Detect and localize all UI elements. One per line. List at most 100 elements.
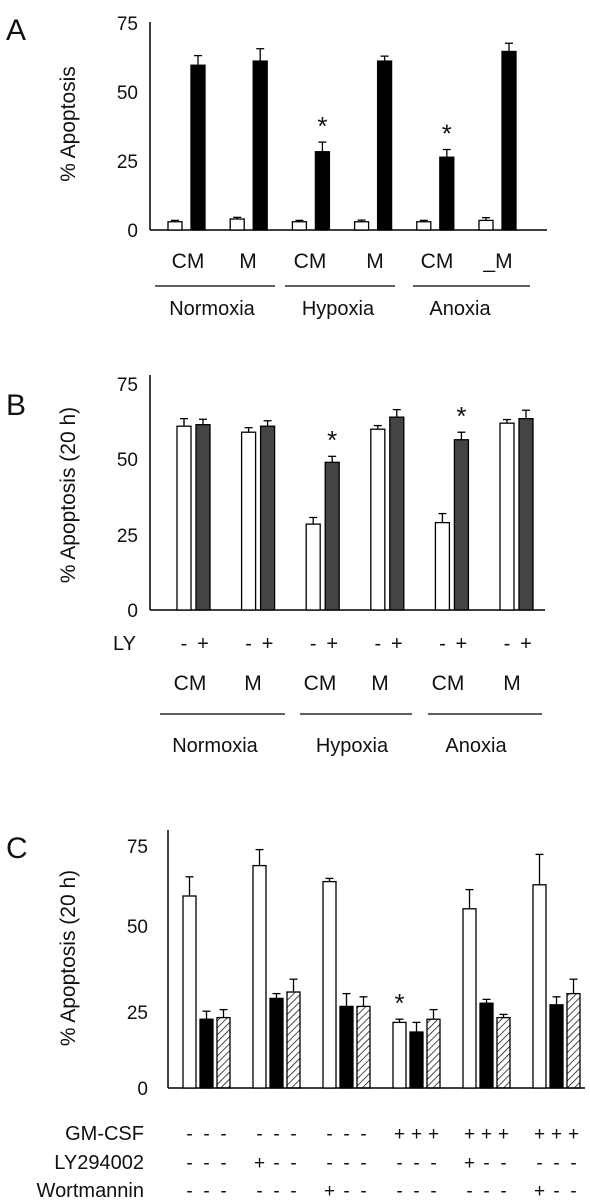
panel-b-group-labels: Normoxia Hypoxia Anoxia: [172, 735, 507, 757]
panel-c-condition-label: LY294002: [54, 1152, 144, 1174]
bar: [324, 461, 340, 611]
panel-b-category-labels: CM M CM M CM M: [174, 672, 521, 695]
condition-sign: -: [343, 1181, 349, 1200]
condition-sign: +: [394, 1124, 405, 1145]
panel-b-treatment-label: LY: [113, 633, 136, 655]
panel-a-ytick-label: 75: [117, 14, 138, 35]
condition-sign: -: [220, 1181, 226, 1200]
condition-sign: -: [396, 1153, 402, 1174]
condition-sign: -: [203, 1181, 209, 1200]
panel-a-ytick-label: 25: [117, 152, 138, 173]
panel-a-ylabel: % Apoptosis: [57, 66, 80, 182]
significance-marker: *: [317, 111, 327, 141]
bar: [392, 1021, 407, 1089]
bar: [240, 431, 257, 611]
bar: [195, 424, 211, 611]
bar: [426, 1018, 441, 1089]
bar: [416, 221, 432, 231]
condition-sign: -: [500, 1181, 506, 1200]
bar: [252, 60, 268, 231]
bar: [389, 416, 405, 611]
panel-a-group-label: Anoxia: [429, 298, 491, 320]
condition-sign: -: [360, 1181, 366, 1200]
bar: [167, 221, 183, 231]
panel-b: 0 25 50 75 ** LY - + - + - + - + - + - + CM M CM M …: [113, 375, 545, 757]
panel-a-bars: * *: [167, 42, 517, 231]
condition-sign: -: [553, 1181, 559, 1200]
condition-sign: -: [483, 1181, 489, 1200]
panel-b-group-label: Hypoxia: [316, 735, 389, 757]
bar: [291, 221, 308, 231]
condition-sign: +: [464, 1124, 475, 1145]
condition-sign: -: [430, 1153, 436, 1174]
treatment-sign: +: [197, 633, 209, 655]
bar: [479, 1002, 494, 1089]
condition-sign: -: [326, 1153, 332, 1174]
panel-a-category-label: CM: [421, 250, 454, 273]
treatment-sign: -: [245, 633, 252, 655]
condition-sign: +: [464, 1153, 475, 1174]
significance-marker: *: [394, 988, 404, 1018]
significance-marker: *: [327, 425, 337, 455]
condition-sign: -: [220, 1124, 226, 1145]
condition-sign: -: [273, 1124, 279, 1145]
condition-sign: -: [343, 1153, 349, 1174]
condition-sign: -: [186, 1153, 192, 1174]
bar: [549, 1004, 564, 1089]
panel-b-letter: B: [6, 389, 26, 422]
bar: [566, 992, 581, 1089]
treatment-sign: -: [439, 633, 446, 655]
panel-a-group-label: Hypoxia: [302, 298, 375, 320]
panel-c: 0 25 50 75 * GM-CSF LY294002 Wortmannin …: [37, 830, 585, 1200]
panel-b-bars: **: [176, 401, 534, 611]
panel-b-category-label: M: [503, 672, 521, 695]
panel-c-condition-label: GM-CSF: [65, 1123, 144, 1145]
condition-sign: -: [466, 1181, 472, 1200]
panel-b-ytick-label: 50: [117, 450, 138, 471]
panel-a-category-labels: CM M CM M CM _M: [172, 250, 513, 273]
panel-c-letter: C: [6, 832, 28, 865]
bar: [462, 908, 477, 1089]
condition-sign: -: [203, 1153, 209, 1174]
bar: [496, 1016, 511, 1089]
condition-sign: -: [186, 1181, 192, 1200]
panel-c-bars: *: [182, 848, 581, 1089]
panel-b-category-label: M: [244, 672, 262, 695]
bar: [453, 439, 470, 611]
condition-sign: -: [256, 1124, 262, 1145]
panel-b-ytick-label: 75: [117, 375, 138, 396]
condition-sign: -: [570, 1153, 576, 1174]
condition-sign: -: [396, 1181, 402, 1200]
treatment-sign: -: [181, 633, 188, 655]
bar: [339, 1005, 354, 1089]
panel-c-condition-labels: GM-CSF LY294002 Wortmannin: [37, 1123, 144, 1200]
panel-b-category-label: CM: [432, 672, 465, 695]
panel-a-group-label: Normoxia: [169, 298, 255, 320]
condition-sign: -: [186, 1124, 192, 1145]
bar: [190, 64, 206, 231]
bar: [532, 884, 547, 1089]
condition-sign: +: [498, 1124, 509, 1145]
condition-sign: -: [413, 1181, 419, 1200]
panel-b-category-label: CM: [304, 672, 337, 695]
condition-sign: -: [536, 1153, 542, 1174]
panel-b-axes: [149, 375, 545, 611]
treatment-sign: +: [520, 633, 532, 655]
panel-a-ytick-label: 50: [117, 83, 138, 104]
condition-sign: -: [273, 1181, 279, 1200]
condition-sign: +: [428, 1124, 439, 1145]
treatment-sign: -: [504, 633, 511, 655]
panel-c-ytick-label: 75: [127, 837, 148, 858]
condition-sign: -: [360, 1153, 366, 1174]
panel-b-ytick-label: 0: [127, 601, 138, 622]
significance-marker: *: [456, 401, 466, 431]
panel-a-category-label: CM: [172, 250, 205, 273]
bar: [499, 422, 515, 611]
condition-sign: -: [220, 1153, 226, 1174]
panel-c-yticks: 0 25 50 75: [127, 837, 148, 1100]
condition-sign: -: [413, 1153, 419, 1174]
panel-a-category-label: _M: [482, 250, 512, 273]
condition-sign: -: [256, 1181, 262, 1200]
bar: [305, 523, 321, 611]
